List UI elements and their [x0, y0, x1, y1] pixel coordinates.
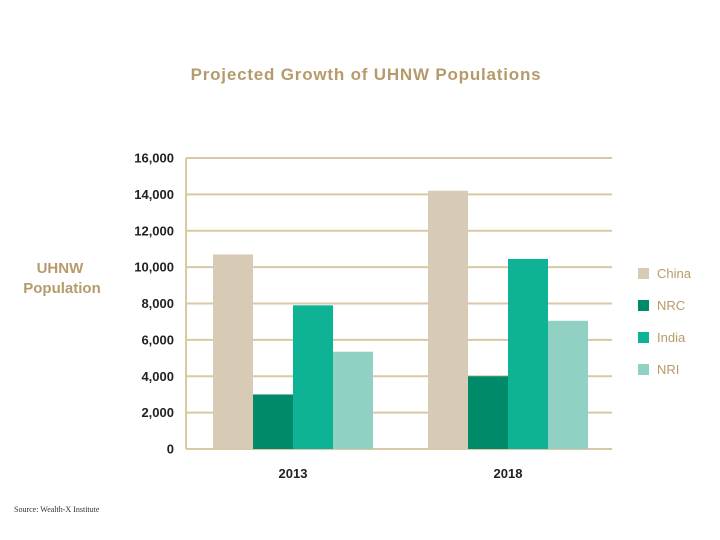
- legend-label-nrc: NRC: [657, 298, 685, 313]
- y-axis-label-line-1: UHNW: [37, 260, 84, 277]
- x-tick-label: 2018: [494, 466, 523, 481]
- bar-india-2013: [293, 305, 333, 449]
- legend-label-india: India: [657, 330, 686, 345]
- legend-swatch-nri: [638, 364, 649, 375]
- legend: China NRC India NRI: [638, 266, 692, 377]
- bar-nrc-2018: [468, 376, 508, 449]
- legend-swatch-china: [638, 268, 649, 279]
- y-tick-label: 4,000: [141, 369, 174, 384]
- x-axis-ticks: 2013 2018: [279, 466, 523, 481]
- bar-nri-2013: [333, 351, 373, 449]
- y-tick-label: 8,000: [141, 296, 174, 311]
- legend-swatch-nrc: [638, 300, 649, 311]
- bar-china-2018: [428, 190, 468, 450]
- legend-swatch-india: [638, 332, 649, 343]
- y-tick-label: 12,000: [134, 223, 174, 238]
- y-tick-label: 0: [167, 442, 174, 457]
- source-note: Source: Wealth-X Institute: [14, 505, 100, 514]
- legend-label-china: China: [657, 266, 692, 281]
- y-axis-ticks: 0 2,000 4,000 6,000 8,000 10,000 12,000 14,000 1…: [134, 151, 174, 457]
- y-tick-label: 16,000: [134, 151, 174, 166]
- y-tick-label: 2,000: [141, 405, 174, 420]
- y-tick-label: 6,000: [141, 332, 174, 347]
- y-axis-label: UHNW Population: [23, 260, 101, 297]
- bar-nrc-2013: [253, 394, 293, 449]
- y-tick-label: 14,000: [134, 187, 174, 202]
- bar-nri-2018: [548, 320, 588, 449]
- y-tick-label: 10,000: [134, 260, 174, 275]
- y-axis-label-line-2: Population: [23, 280, 101, 297]
- bars: [213, 190, 588, 450]
- chart-title: Projected Growth of UHNW Populations: [191, 65, 542, 84]
- bar-india-2018: [508, 258, 548, 449]
- legend-label-nri: NRI: [657, 362, 679, 377]
- x-tick-label: 2013: [279, 466, 308, 481]
- bar-china-2013: [213, 254, 253, 449]
